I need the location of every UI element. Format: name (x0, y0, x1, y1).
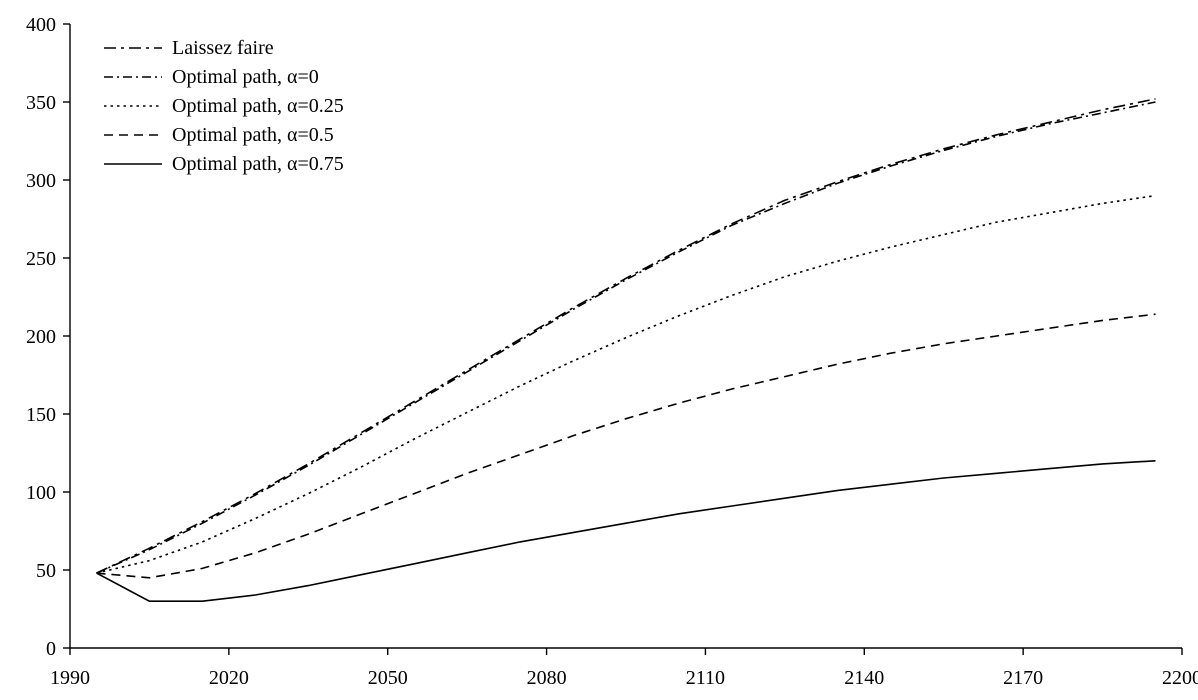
y-tick-label: 50 (36, 560, 56, 582)
x-tick-label: 2020 (209, 667, 249, 689)
x-tick-label: 2110 (686, 667, 725, 689)
legend-label-2: Optimal path, α=0.25 (172, 95, 344, 117)
x-tick-label: 2080 (527, 667, 567, 689)
y-tick-label: 350 (26, 92, 56, 114)
y-tick-label: 150 (26, 404, 56, 426)
legend-label-0: Laissez faire (172, 37, 274, 59)
y-tick-label: 300 (26, 170, 56, 192)
legend-label-1: Optimal path, α=0 (172, 66, 319, 88)
y-tick-label: 0 (46, 638, 56, 660)
y-tick-label: 100 (26, 482, 56, 504)
y-tick-label: 400 (26, 14, 56, 36)
y-tick-label: 250 (26, 248, 56, 270)
x-tick-label: 2140 (844, 667, 884, 689)
series-line-3 (96, 313, 1156, 579)
legend-label-3: Optimal path, α=0.5 (172, 124, 334, 146)
series-line-1 (96, 101, 1156, 574)
x-tick-label: 2170 (1003, 667, 1043, 689)
x-tick-label: 2200 (1162, 667, 1198, 689)
series-group (96, 98, 1156, 603)
series-line-2 (96, 194, 1156, 574)
legend-label-4: Optimal path, α=0.75 (172, 153, 344, 175)
axes: 0 50 100 150 200 250 300 350 400 1990 2020 2050 2080… (26, 14, 1198, 689)
y-tick-label: 200 (26, 326, 56, 348)
x-tick-label: 1990 (50, 667, 90, 689)
legend: Laissez faire Optimal path, α=0 Optimal pa… (104, 37, 344, 175)
x-tick-label: 2050 (368, 667, 408, 689)
series-line-4 (96, 460, 1156, 603)
series-line-0 (96, 98, 1156, 574)
